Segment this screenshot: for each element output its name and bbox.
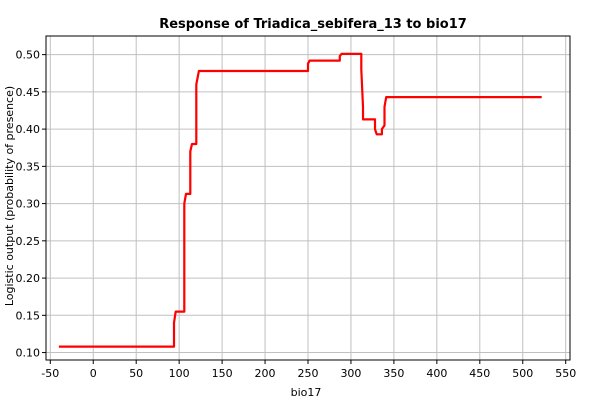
chart-title: Response of Triadica_sebifera_13 to bio1…: [159, 17, 467, 32]
x-tick-label: 300: [340, 367, 361, 380]
x-tick-label: 200: [255, 367, 276, 380]
x-tick-label: 500: [512, 367, 533, 380]
series-line-response: [58, 52, 542, 348]
x-tick-label: 250: [298, 367, 319, 380]
x-tick-label: 400: [426, 367, 447, 380]
y-axis-label: Logistic output (probability of presence…: [3, 86, 16, 306]
x-tick-label: 450: [469, 367, 490, 380]
x-tick-label: 0: [90, 367, 97, 380]
x-axis: -50 0 50 100 150 200 250 300 350 400 450 500 550: [41, 360, 576, 380]
x-tick-label: 150: [212, 367, 233, 380]
y-tick-label: 0.15: [16, 309, 41, 322]
series-group: [58, 52, 542, 348]
y-tick-label: 0.50: [16, 49, 41, 62]
y-tick-label: 0.20: [16, 272, 41, 285]
x-tick-label: -50: [41, 367, 59, 380]
x-tick-label: 550: [555, 367, 576, 380]
y-tick-label: 0.30: [16, 198, 41, 211]
x-tick-label: 50: [129, 367, 143, 380]
y-tick-label: 0.25: [16, 235, 41, 248]
y-axis: 0.10 0.15 0.20 0.25 0.30 0.35 0.40 0.45 0.50: [16, 49, 46, 360]
x-tick-label: 100: [169, 367, 190, 380]
grid: [46, 36, 570, 360]
y-tick-label: 0.45: [16, 86, 41, 99]
x-tick-label: 350: [383, 367, 404, 380]
y-tick-label: 0.40: [16, 123, 41, 136]
x-axis-label: bio17: [291, 386, 322, 399]
y-tick-label: 0.35: [16, 160, 41, 173]
y-tick-label: 0.10: [16, 347, 41, 360]
